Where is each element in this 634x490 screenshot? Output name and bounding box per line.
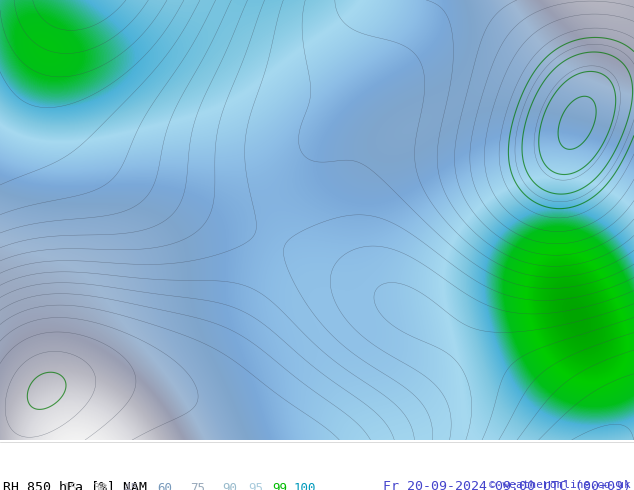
Text: 30: 30 xyxy=(93,482,108,490)
Text: 95: 95 xyxy=(249,482,264,490)
Text: 60: 60 xyxy=(157,482,172,490)
Text: 100: 100 xyxy=(293,482,316,490)
Text: 15: 15 xyxy=(62,482,77,490)
Text: Fr 20-09-2024 09:00 UTC (00+09): Fr 20-09-2024 09:00 UTC (00+09) xyxy=(383,480,631,490)
Text: 90: 90 xyxy=(222,482,237,490)
Text: 45: 45 xyxy=(124,482,139,490)
Text: RH 850 hPa [%] NAM: RH 850 hPa [%] NAM xyxy=(3,480,147,490)
Text: 99: 99 xyxy=(272,482,287,490)
Text: © weatheronline.co.uk: © weatheronline.co.uk xyxy=(489,480,631,490)
Text: 75: 75 xyxy=(190,482,205,490)
